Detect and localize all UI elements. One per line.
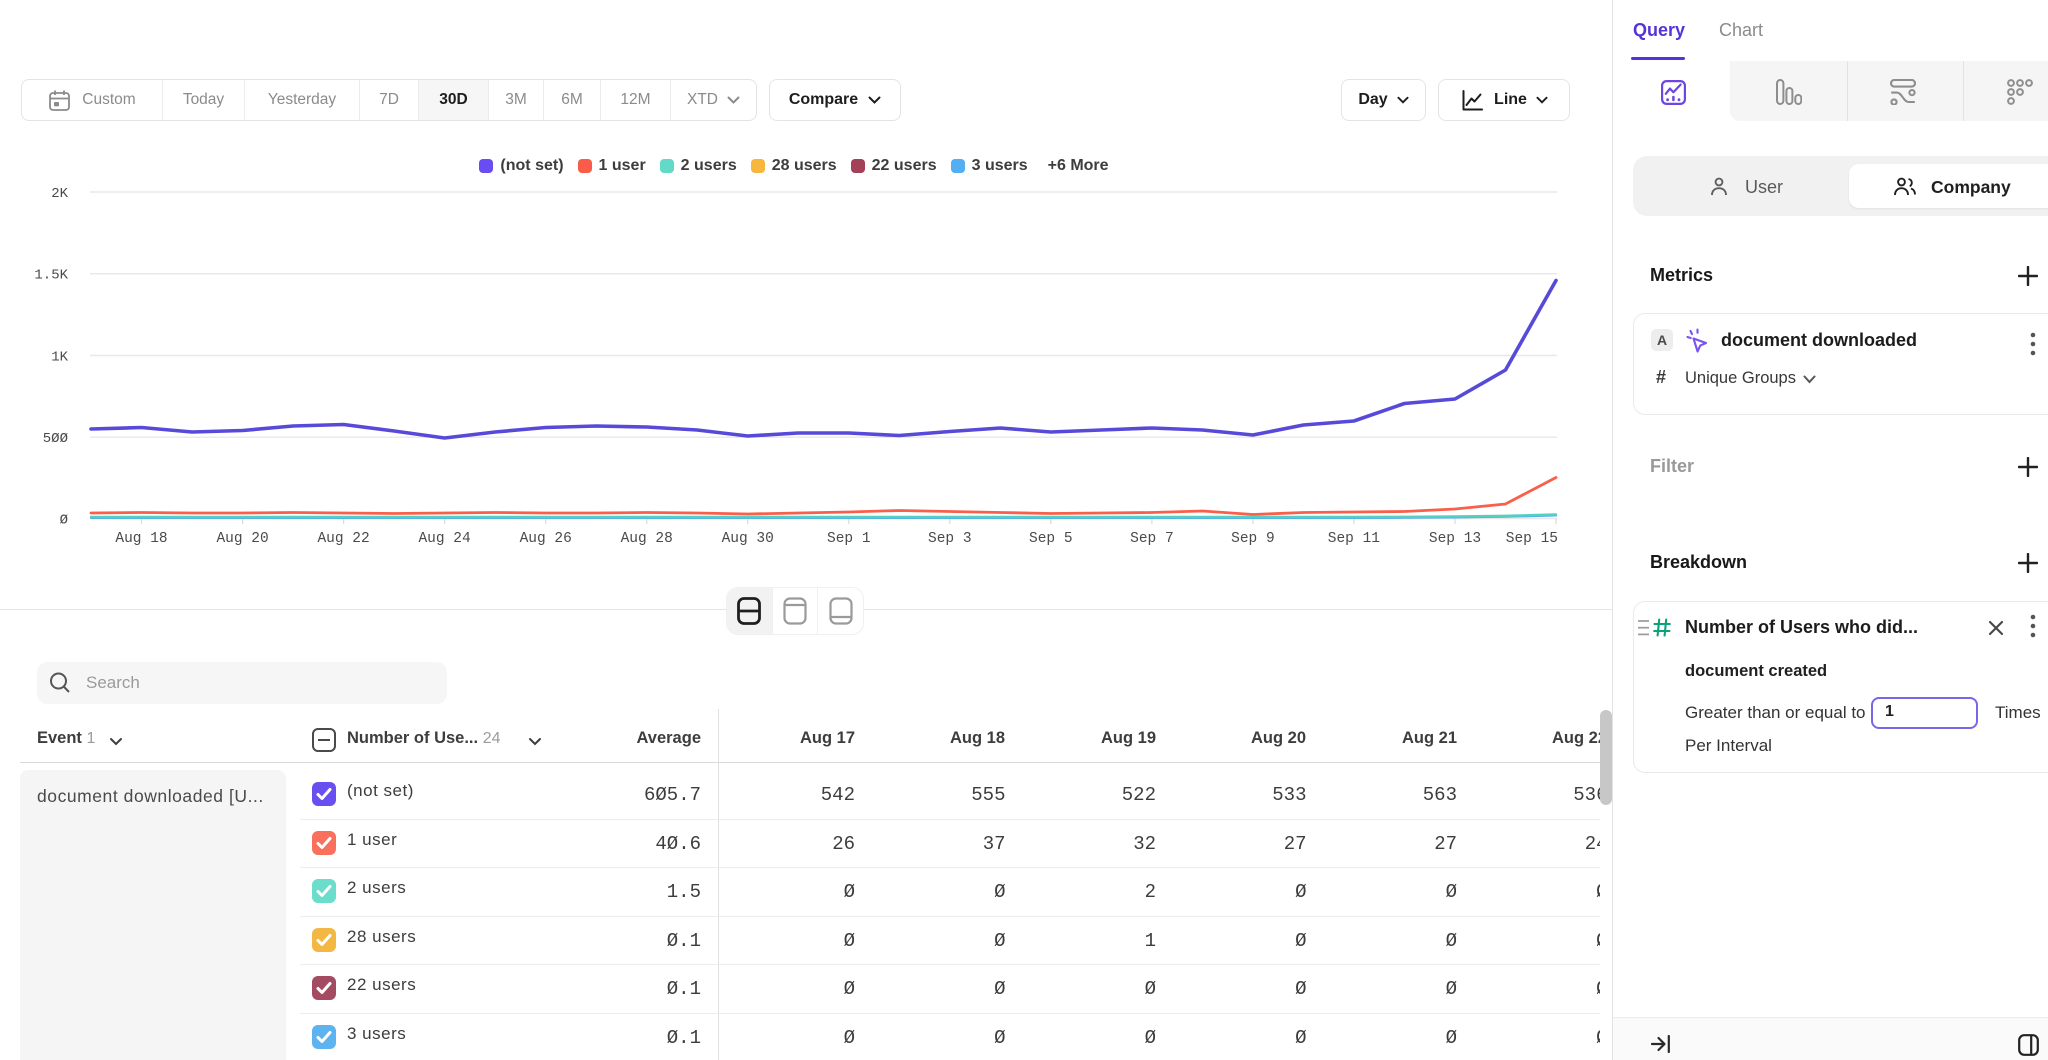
svg-text:Aug 30: Aug 30 (722, 531, 774, 547)
svg-text:Sep 15: Sep 15 (1506, 531, 1558, 547)
svg-text:1K: 1K (51, 350, 68, 366)
svg-text:Aug 22: Aug 22 (317, 531, 369, 547)
svg-text:Sep 9: Sep 9 (1231, 531, 1275, 547)
svg-text:Sep 1: Sep 1 (827, 531, 871, 547)
svg-text:1.5K: 1.5K (34, 268, 68, 284)
svg-text:Aug 28: Aug 28 (621, 531, 673, 547)
svg-text:5ØØ: 5ØØ (43, 431, 68, 447)
svg-text:Sep 5: Sep 5 (1029, 531, 1073, 547)
svg-text:Sep 13: Sep 13 (1429, 531, 1481, 547)
svg-text:Ø: Ø (60, 513, 68, 529)
svg-text:Aug 26: Aug 26 (520, 531, 572, 547)
svg-text:Sep 3: Sep 3 (928, 531, 972, 547)
svg-text:Aug 18: Aug 18 (115, 531, 167, 547)
svg-text:Sep 11: Sep 11 (1328, 531, 1380, 547)
svg-text:2K: 2K (51, 186, 68, 202)
svg-text:Aug 24: Aug 24 (418, 531, 470, 547)
svg-text:Aug 20: Aug 20 (216, 531, 268, 547)
svg-text:Sep 7: Sep 7 (1130, 531, 1174, 547)
